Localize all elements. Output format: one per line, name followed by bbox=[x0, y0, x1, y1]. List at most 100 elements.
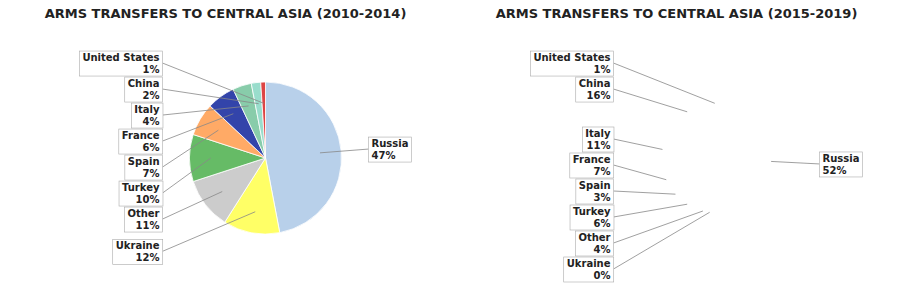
chart-canvas: ARMS TRANSFERS TO CENTRAL ASIA (2010-201… bbox=[0, 0, 902, 286]
label-value: 7% bbox=[594, 166, 611, 177]
label-category: Turkey bbox=[573, 206, 611, 217]
label-box bbox=[79, 51, 162, 76]
label-value: 3% bbox=[594, 192, 611, 203]
label-value: 1% bbox=[594, 64, 611, 75]
data-label-text: Italy4% bbox=[134, 104, 160, 127]
leader-line bbox=[163, 212, 256, 252]
data-label: Ukraine0% bbox=[564, 257, 614, 282]
label-category: China bbox=[579, 78, 611, 89]
data-label-text: Turkey10% bbox=[122, 182, 160, 205]
label-box bbox=[125, 155, 163, 180]
data-label: Turkey10% bbox=[119, 181, 163, 206]
leader-line bbox=[614, 212, 710, 269]
label-value: 47% bbox=[372, 150, 396, 161]
data-label-text: France7% bbox=[573, 154, 611, 177]
data-label-text: Ukraine12% bbox=[116, 240, 160, 263]
label-box bbox=[575, 231, 613, 256]
label-value: 11% bbox=[136, 220, 160, 231]
label-value: 6% bbox=[594, 218, 611, 229]
label-value: 10% bbox=[136, 194, 160, 205]
label-category: United States bbox=[82, 52, 159, 63]
leader-line bbox=[614, 204, 688, 217]
label-category: Other bbox=[578, 232, 610, 243]
chart-title: ARMS TRANSFERS TO CENTRAL ASIA (2010-201… bbox=[45, 6, 407, 21]
data-labels: Russia52%Ukraine0%Other4%Turkey6%Spain3%… bbox=[530, 51, 862, 282]
label-category: Italy bbox=[585, 128, 611, 139]
leader-line bbox=[163, 89, 259, 104]
data-label: France7% bbox=[570, 153, 614, 178]
label-category: Ukraine bbox=[116, 240, 160, 251]
pie-slices bbox=[190, 82, 342, 234]
leader-line bbox=[771, 161, 819, 164]
label-box bbox=[369, 137, 412, 162]
label-value: 16% bbox=[587, 90, 611, 101]
data-label: Italy4% bbox=[131, 103, 163, 128]
label-category: Other bbox=[127, 208, 159, 219]
leader-line bbox=[614, 89, 688, 112]
label-value: 12% bbox=[136, 252, 160, 263]
label-box bbox=[119, 129, 163, 154]
label-value: 6% bbox=[143, 142, 160, 153]
label-box bbox=[119, 181, 163, 206]
data-label: China2% bbox=[125, 77, 163, 102]
data-label-text: Russia47% bbox=[372, 138, 409, 161]
data-label: Russia52% bbox=[820, 152, 863, 177]
data-label-text: Ukraine0% bbox=[567, 258, 611, 281]
data-label: China16% bbox=[576, 77, 614, 102]
label-value: 1% bbox=[143, 64, 160, 75]
pie-slice bbox=[251, 82, 265, 158]
leader-line bbox=[163, 130, 219, 167]
leader-line bbox=[163, 192, 223, 220]
label-box bbox=[582, 127, 614, 152]
data-label-text: Spain7% bbox=[128, 156, 160, 179]
data-label: Spain3% bbox=[576, 179, 614, 204]
label-value: 0% bbox=[594, 270, 611, 281]
data-label: Turkey6% bbox=[570, 205, 614, 230]
label-box bbox=[125, 77, 163, 102]
label-category: Russia bbox=[823, 153, 860, 164]
leader-line bbox=[614, 165, 667, 180]
data-label-text: Russia52% bbox=[823, 153, 860, 176]
label-box bbox=[564, 257, 614, 282]
label-value: 2% bbox=[143, 90, 160, 101]
data-label: United States1% bbox=[79, 51, 162, 76]
label-box bbox=[576, 77, 614, 102]
label-category: Spain bbox=[128, 156, 160, 167]
label-value: 4% bbox=[594, 244, 611, 255]
label-value: 11% bbox=[587, 140, 611, 151]
label-box bbox=[113, 239, 163, 264]
data-labels: Russia47% Ukraine12% Other11% Turkey10% Spai… bbox=[79, 51, 411, 264]
leader-line bbox=[163, 158, 211, 193]
data-label: United States1% bbox=[530, 51, 613, 76]
data-label-text: China2% bbox=[128, 78, 160, 101]
data-label-text: United States1% bbox=[533, 52, 610, 75]
data-label: Ukraine12% bbox=[113, 239, 163, 264]
label-value: 7% bbox=[143, 168, 160, 179]
leader-line bbox=[614, 191, 676, 194]
label-box bbox=[530, 51, 613, 76]
data-label-text: France6% bbox=[122, 130, 160, 153]
label-value: 4% bbox=[143, 116, 160, 127]
leader-line bbox=[614, 211, 703, 243]
pie-panel: ARMS TRANSFERS TO CENTRAL ASIA (2010-201… bbox=[45, 6, 412, 264]
leader-lines bbox=[614, 63, 820, 269]
data-label: Italy11% bbox=[582, 127, 614, 152]
chart-title: ARMS TRANSFERS TO CENTRAL ASIA (2015-201… bbox=[496, 6, 858, 21]
data-label-text: United States1% bbox=[82, 52, 159, 75]
data-label: Other4% bbox=[575, 231, 613, 256]
label-category: United States bbox=[533, 52, 610, 63]
label-category: Ukraine bbox=[567, 258, 611, 269]
label-category: France bbox=[573, 154, 611, 165]
pie-slice bbox=[266, 82, 342, 233]
pie-slices-inner bbox=[190, 82, 342, 234]
data-label-text: Italy11% bbox=[585, 128, 611, 151]
leader-line bbox=[614, 63, 715, 103]
label-category: Russia bbox=[372, 138, 409, 149]
pie-panel: ARMS TRANSFERS TO CENTRAL ASIA (2015-201… bbox=[496, 6, 863, 282]
data-label: Spain7% bbox=[125, 155, 163, 180]
label-category: Turkey bbox=[122, 182, 160, 193]
label-category: Spain bbox=[579, 180, 611, 191]
label-box bbox=[131, 103, 163, 128]
data-label-text: Spain3% bbox=[579, 180, 611, 203]
leader-line bbox=[163, 106, 249, 115]
